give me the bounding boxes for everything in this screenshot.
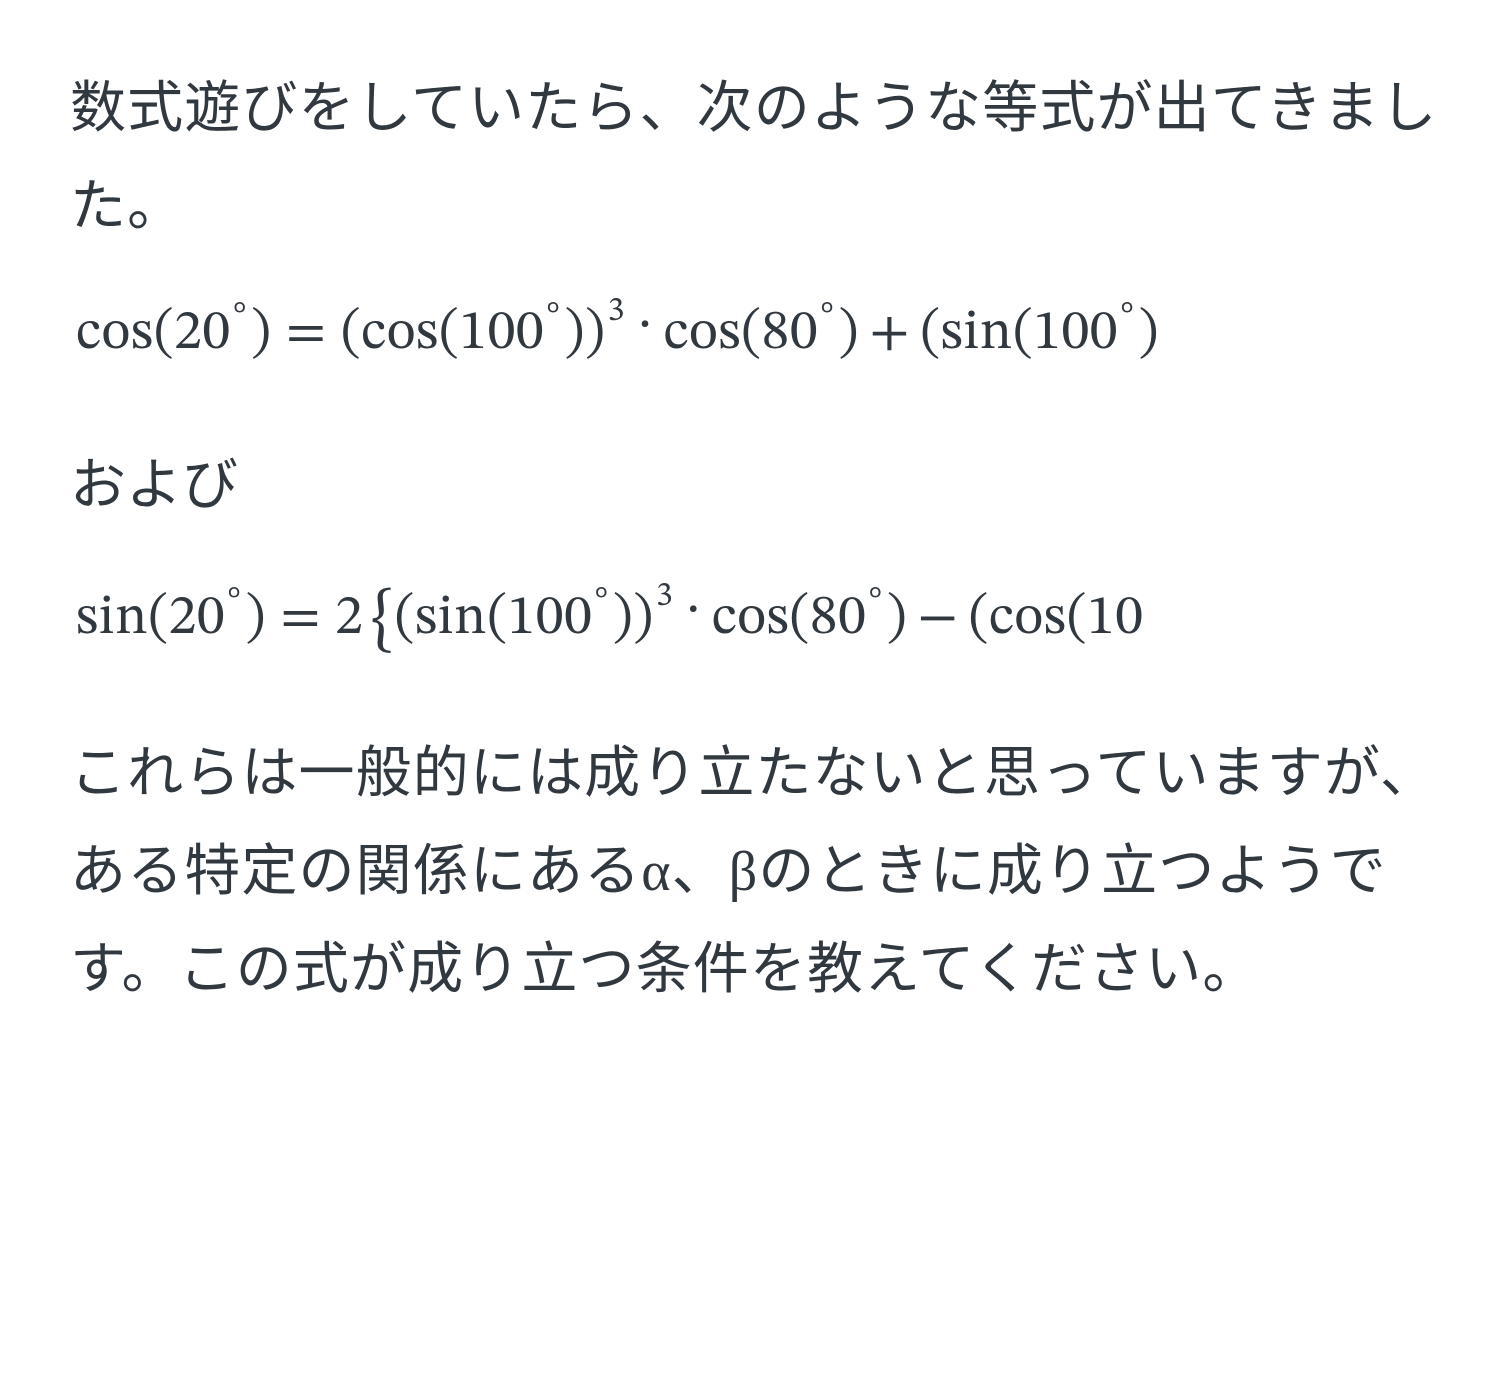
equals: = [286,306,327,362]
minus: − [917,591,958,647]
power-3: 3 [656,580,673,614]
lbrace: { [371,586,394,656]
degree-symbol: ° [868,586,882,620]
closing-paragraph: これらは一般的には成り立たないと思っていますが、ある特定の関係にあるα、βのとき… [70,725,1440,1019]
rparen: ) [565,306,586,362]
degree-symbol: ° [594,586,608,620]
equals: = [280,591,321,647]
lparen: ( [487,591,508,647]
equation-1: cos(20°)=(cos(100°))3·cos(80°)+(sin(100°… [76,306,1440,362]
fn-cos: cos [361,306,439,362]
rparen: ) [246,591,267,647]
rparen-partial: ) [1139,306,1160,362]
plus: + [869,306,910,362]
fn-cos: cos [76,306,154,362]
lparen: ( [148,591,169,647]
num-80: 80 [762,306,819,362]
rparen: ) [613,591,634,647]
intro-text: 数式遊びをしていたら、次のような等式が出てきました。 [70,78,1438,238]
fn-cos: cos [712,591,790,647]
closing-text: これらは一般的には成り立たないと思っていますが、ある特定の関係にあるα、βのとき… [70,743,1437,1001]
lparen: ( [394,591,415,647]
fn-sin: sin [76,591,148,647]
num-100: 100 [508,591,593,647]
cdot: · [685,581,701,637]
lparen: ( [1066,591,1087,647]
rparen: ) [633,591,654,647]
lparen: ( [789,591,810,647]
lparen: ( [341,306,362,362]
fn-sin: sin [415,591,487,647]
degree-symbol: ° [1120,301,1134,335]
rparen: ) [887,591,908,647]
lparen: ( [920,306,941,362]
intro-paragraph: 数式遊びをしていたら、次のような等式が出てきました。 [70,60,1440,256]
lparen: ( [439,306,460,362]
fn-cos: cos [989,591,1067,647]
num-20: 20 [169,591,226,647]
num-100: 100 [459,306,544,362]
fn-cos: cos [663,306,741,362]
cdot: · [637,296,653,352]
fn-sin: sin [941,306,1013,362]
degree-symbol: ° [820,301,834,335]
num-100: 100 [1033,306,1118,362]
rparen: ) [251,306,272,362]
degree-symbol: ° [546,301,560,335]
power-3: 3 [608,295,625,329]
num-80: 80 [810,591,867,647]
rparen: ) [585,306,606,362]
degree-symbol: ° [233,301,247,335]
degree-symbol: ° [227,586,241,620]
num-20: 20 [174,306,231,362]
lparen: ( [968,591,989,647]
equation-2: sin(20°)=2 {(sin(100°))3·cos(80°)−(cos(1… [76,580,1440,650]
coeff-2: 2 [335,591,363,647]
lparen: ( [154,306,175,362]
rparen: ) [839,306,860,362]
and-text: および [70,455,238,517]
lparen: ( [1013,306,1034,362]
num-100-trunc: 10 [1087,591,1144,647]
conjunction: および [70,437,1440,535]
lparen: ( [741,306,762,362]
